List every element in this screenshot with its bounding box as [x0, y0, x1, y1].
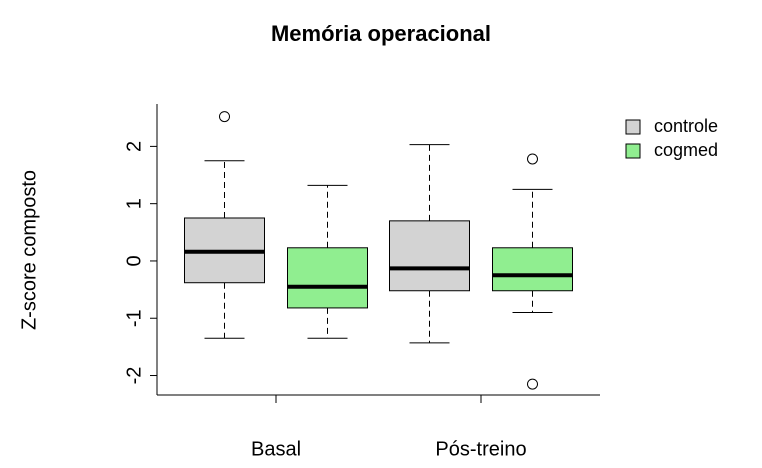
box [287, 247, 368, 309]
outlier [527, 378, 538, 390]
outlier [527, 153, 538, 165]
y-axis-label: Z-score composto [18, 170, 40, 330]
legend-swatch [625, 143, 641, 159]
box [389, 220, 470, 292]
y-tick-label: -1 [123, 309, 145, 327]
legend-swatch [625, 119, 641, 135]
x-tick-label: Basal [251, 438, 301, 460]
y-tick-label: 2 [123, 141, 145, 152]
legend-label: cogmed [654, 140, 718, 160]
outlier [219, 111, 230, 123]
legend-label: controle [654, 116, 718, 136]
box [492, 247, 573, 292]
chart-title: Memória operacional [271, 21, 491, 46]
y-tick-label: 1 [123, 198, 145, 209]
x-tick-label: Pós-treino [435, 438, 526, 460]
y-tick-label: -2 [123, 367, 145, 385]
y-tick-label: 0 [123, 255, 145, 266]
